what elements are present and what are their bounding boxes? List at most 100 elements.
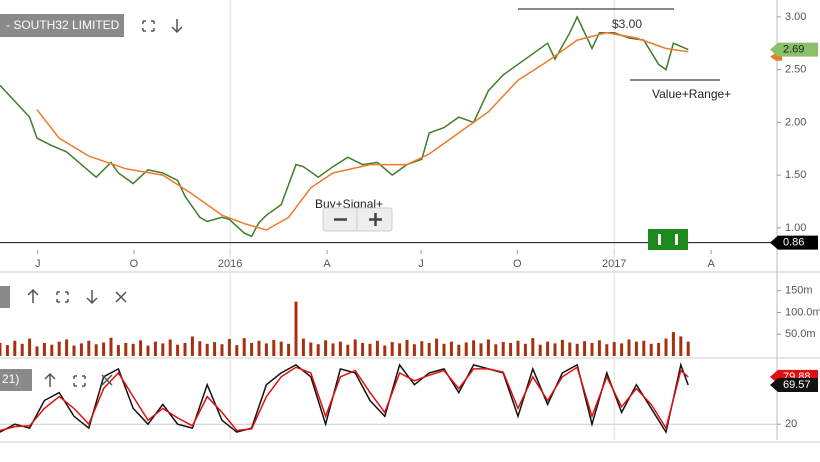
volume-bar <box>546 341 550 356</box>
volume-bar <box>102 342 106 356</box>
x-tick-label: A <box>707 258 715 270</box>
panel-title: 21) <box>2 372 19 386</box>
up-icon[interactable] <box>44 372 56 387</box>
volume-bar <box>516 340 520 356</box>
volume-bar <box>235 345 239 356</box>
volume-bar <box>272 339 276 356</box>
volume-bar <box>220 344 224 356</box>
down-icon[interactable] <box>171 19 183 34</box>
volume-bar <box>457 344 461 356</box>
volume-bar <box>605 344 609 356</box>
price-line <box>0 15 689 238</box>
volume-bar <box>509 342 513 356</box>
volume-bar <box>242 338 246 356</box>
down-icon[interactable] <box>86 290 98 305</box>
volume-bar <box>442 343 446 356</box>
badge <box>648 229 688 250</box>
volume-bar <box>420 341 424 356</box>
x-tick-label: O <box>513 258 522 270</box>
volume-bar <box>568 342 572 356</box>
volume-bar <box>35 346 39 356</box>
volume-bar <box>671 332 675 356</box>
volume-bar <box>338 341 342 356</box>
volume-bar <box>642 340 646 356</box>
x-tick-label: J <box>418 258 424 270</box>
volume-bar <box>153 341 157 356</box>
x-tick-label: A <box>323 258 331 270</box>
y-tick-label: 1.00 <box>785 222 806 234</box>
volume-bar <box>560 339 564 356</box>
annotation: $3.00 <box>612 17 642 31</box>
volume-bar <box>494 344 498 356</box>
oscillator-line <box>0 366 689 432</box>
volume-bar <box>250 342 254 356</box>
volume-bar <box>375 340 379 356</box>
y-tick-label: 2.50 <box>785 64 806 76</box>
volume-bar <box>331 343 335 356</box>
volume-bar <box>176 344 180 356</box>
volume-bar <box>383 345 387 356</box>
y-tick-label: 1.50 <box>785 169 806 181</box>
volume-bar <box>94 344 98 356</box>
volume-bar <box>679 336 683 356</box>
volume-bar <box>590 342 594 356</box>
volume-bar <box>612 342 616 356</box>
volume-bar <box>65 339 69 356</box>
volume-bar <box>597 340 601 356</box>
close-icon[interactable] <box>115 291 127 303</box>
volume-bar <box>294 301 298 356</box>
volume-bar <box>324 340 328 356</box>
y-tick-label: 50.0m <box>785 328 816 340</box>
expand-icon[interactable] <box>142 20 155 32</box>
volume-bar <box>479 343 483 356</box>
volume-bar <box>405 339 409 356</box>
y-tick-label: 3.00 <box>785 11 806 23</box>
volume-bar <box>72 345 76 356</box>
volume-bar <box>5 345 9 356</box>
volume-bar <box>361 342 365 356</box>
value-tag: 2.69 <box>770 42 818 57</box>
volume-bar <box>87 340 91 356</box>
volume-bar <box>50 344 54 356</box>
moving-average <box>36 31 689 231</box>
volume-bar <box>168 339 172 356</box>
annotation: Value+Range+ <box>652 87 731 101</box>
volume-bar <box>435 338 439 356</box>
x-tick-label: J <box>35 258 41 270</box>
signal-button[interactable] <box>322 207 393 232</box>
volume-bar <box>28 338 32 356</box>
volume-bar <box>553 343 557 356</box>
tag-shape <box>770 42 818 57</box>
volume-bar <box>279 341 283 356</box>
volume-bar <box>531 338 535 356</box>
up-icon[interactable] <box>27 288 39 303</box>
volume-bar <box>79 343 83 356</box>
volume-bar <box>287 343 291 356</box>
volume-bar <box>227 339 231 356</box>
volume-bar <box>213 342 217 356</box>
chart-title: - SOUTH32 LIMITED <box>6 18 120 32</box>
volume-bar <box>501 342 505 356</box>
volume-bar <box>649 343 653 356</box>
volume-bar <box>486 339 490 356</box>
volume-bar <box>390 342 394 356</box>
volume-bar <box>198 341 202 356</box>
volume-bar <box>464 342 468 356</box>
y-tick-label: 100.0m <box>785 306 820 318</box>
volume-bar <box>316 344 320 356</box>
tag-label: 69.57 <box>783 379 811 391</box>
expand-icon[interactable] <box>56 291 69 303</box>
volume-bar <box>627 339 631 356</box>
y-tick-label: 20 <box>785 418 797 430</box>
volume-bar <box>116 345 120 356</box>
close-icon[interactable] <box>101 374 113 386</box>
expand-icon[interactable] <box>73 375 86 387</box>
volume-bar <box>109 337 113 356</box>
volume-bar <box>183 342 187 356</box>
volume-bar <box>20 343 24 356</box>
volume-bar <box>346 344 350 356</box>
y-tick-label: 2.00 <box>785 116 806 128</box>
volume-bar <box>139 340 143 356</box>
volume-bar <box>657 342 661 356</box>
